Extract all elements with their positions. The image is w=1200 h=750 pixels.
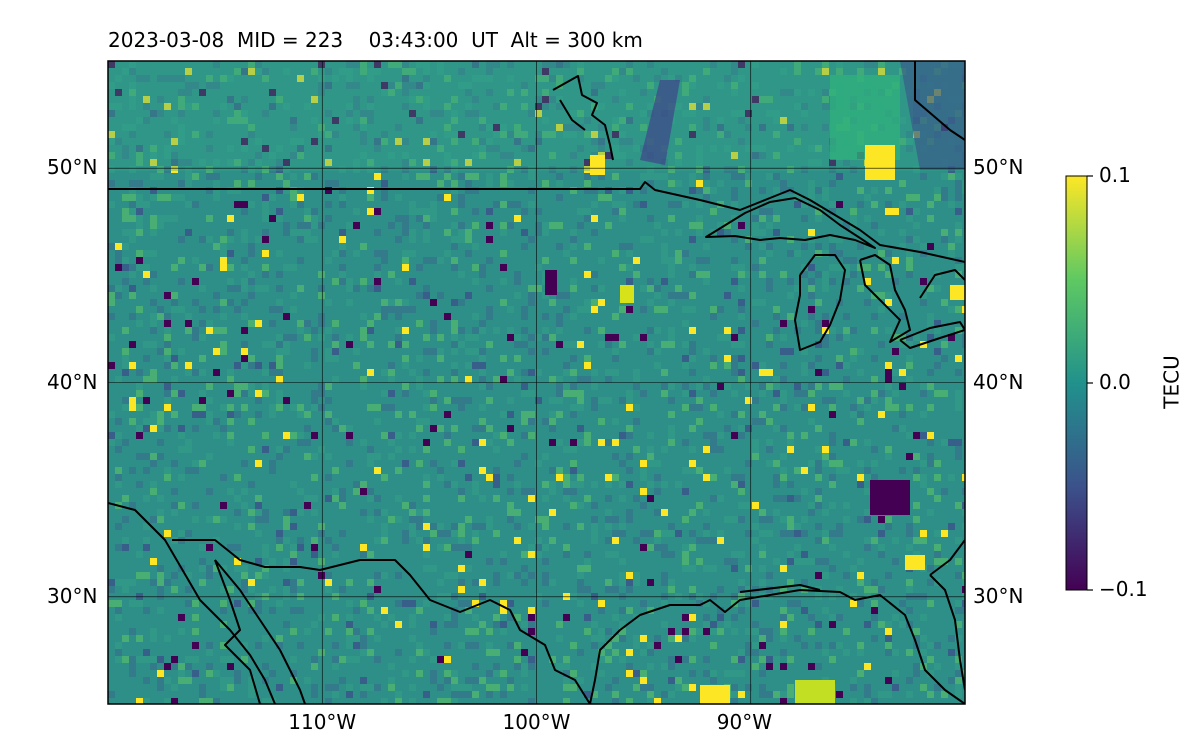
- lat-tick-label-left: 40°N: [47, 369, 98, 394]
- colorbar-label: TECU: [1159, 355, 1184, 409]
- colorbar-tick-label: 0.1: [1099, 163, 1131, 187]
- lat-tick-label-right: 50°N: [973, 155, 1024, 180]
- colorbar-tick-label: −0.1: [1099, 577, 1148, 601]
- lat-tick-label-right: 30°N: [973, 583, 1024, 608]
- lat-tick-label-left: 30°N: [47, 583, 98, 608]
- lon-tick-label: 90°W: [716, 710, 772, 734]
- map-frame: [107, 60, 966, 705]
- map-title: 2023-03-08 MID = 223 03:43:00 UT Alt = 3…: [108, 28, 643, 52]
- lat-tick-label-left: 50°N: [47, 155, 98, 180]
- colorbar-ticks: [1087, 175, 1093, 591]
- gridlines: [108, 61, 965, 704]
- lat-tick-label-right: 40°N: [973, 369, 1024, 394]
- lon-tick-label: 100°W: [502, 710, 571, 734]
- lon-tick-label: 110°W: [288, 710, 357, 734]
- colorbar: [1065, 175, 1088, 591]
- tec-pixels: [108, 61, 965, 704]
- coastlines: [108, 61, 965, 704]
- colorbar-tick-label: 0.0: [1099, 370, 1131, 394]
